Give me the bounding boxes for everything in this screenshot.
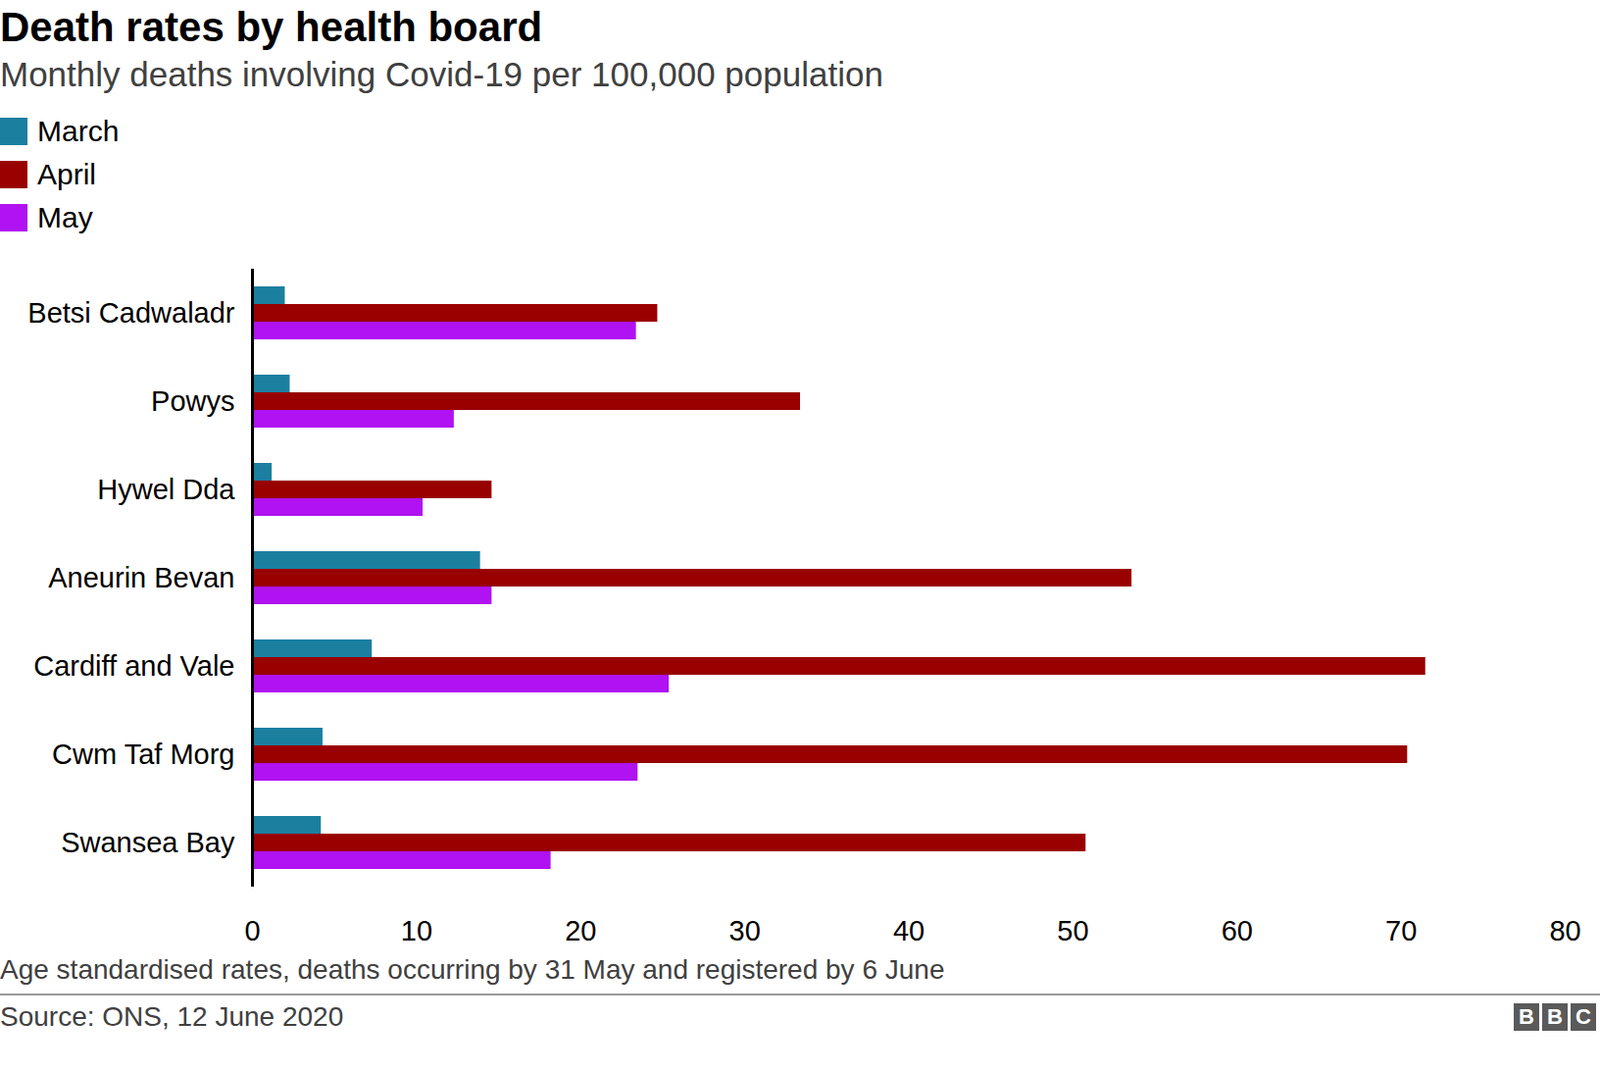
svg-text:Cardiff and Vale: Cardiff and Vale: [33, 650, 235, 682]
svg-text:50: 50: [1056, 914, 1089, 947]
svg-text:Betsi Cadwaladr: Betsi Cadwaladr: [27, 297, 235, 329]
html-text:B: B: [1547, 1003, 1563, 1029]
html-text:C: C: [1575, 1003, 1592, 1029]
html-text:March: March: [37, 114, 120, 148]
svg-text:40: 40: [893, 914, 925, 947]
svg-text:60: 60: [1221, 914, 1253, 947]
svg-text:20: 20: [564, 914, 597, 947]
html-text:Age standardised rates, deaths: Age standardised rates, deaths occurring…: [0, 953, 945, 985]
svg-text:Swansea Bay: Swansea Bay: [60, 826, 236, 858]
html-text:Monthly deaths involving Covid: Monthly deaths involving Covid-19 per 10…: [0, 54, 884, 94]
svg-text:Aneurin Bevan: Aneurin Bevan: [48, 561, 235, 594]
svg-text:Powys: Powys: [150, 385, 235, 417]
svg-text:0: 0: [244, 914, 260, 947]
svg-text:30: 30: [728, 914, 760, 947]
svg-text:Cwm Taf Morg: Cwm Taf Morg: [51, 738, 235, 770]
html-text:Death rates by health board: Death rates by health board: [0, 3, 543, 50]
html-text:April: April: [37, 157, 97, 191]
svg-text:Hywel Dda: Hywel Dda: [97, 473, 236, 505]
html-text:B: B: [1518, 1003, 1535, 1029]
html-text:May: May: [37, 200, 93, 234]
html-text:Source: ONS, 12 June 2020: Source: ONS, 12 June 2020: [0, 1000, 344, 1032]
svg-text:10: 10: [400, 914, 433, 947]
svg-text:80: 80: [1549, 914, 1581, 947]
svg-text:70: 70: [1385, 914, 1417, 947]
